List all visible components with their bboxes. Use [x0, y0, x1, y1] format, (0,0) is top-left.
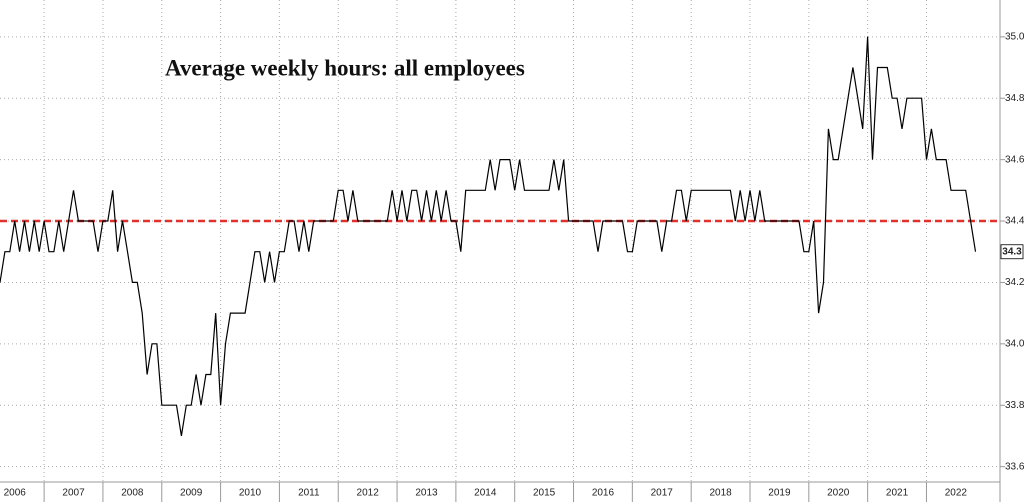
x-tick-label: 2013 [415, 488, 438, 499]
y-tick-label: 35.0 [1005, 31, 1024, 42]
x-tick-label: 2021 [886, 488, 909, 499]
y-tick-label: 34.4 [1005, 216, 1024, 227]
y-tick-label: 34.6 [1005, 154, 1024, 165]
x-tick-label: 2012 [357, 488, 380, 499]
x-tick-label: 2008 [121, 488, 144, 499]
y-tick-label: 34.8 [1005, 93, 1024, 104]
x-tick-label: 2015 [533, 488, 556, 499]
x-tick-label: 2018 [709, 488, 732, 499]
x-tick-label: 2010 [239, 488, 262, 499]
x-tick-label: 2019 [768, 488, 791, 499]
x-tick-label: 2014 [474, 488, 497, 499]
x-tick-label: 2006 [4, 488, 27, 499]
last-value-box [1000, 244, 1024, 260]
x-tick-label: 2011 [298, 488, 320, 499]
x-tick-label: 2016 [592, 488, 615, 499]
last-value-label: 34.3 [1002, 246, 1022, 257]
x-tick-label: 2007 [62, 488, 85, 499]
chart-title: Average weekly hours: all employees [165, 55, 525, 80]
y-tick-label: 33.6 [1005, 461, 1024, 472]
y-tick-label: 34.0 [1005, 338, 1024, 349]
y-tick-label: 33.8 [1005, 400, 1024, 411]
x-tick-label: 2020 [827, 488, 850, 499]
data-line [0, 36, 977, 436]
x-tick-label: 2022 [945, 488, 968, 499]
x-tick-label: 2017 [651, 488, 674, 499]
y-tick-label: 34.2 [1005, 277, 1024, 288]
x-tick-label: 2009 [180, 488, 203, 499]
